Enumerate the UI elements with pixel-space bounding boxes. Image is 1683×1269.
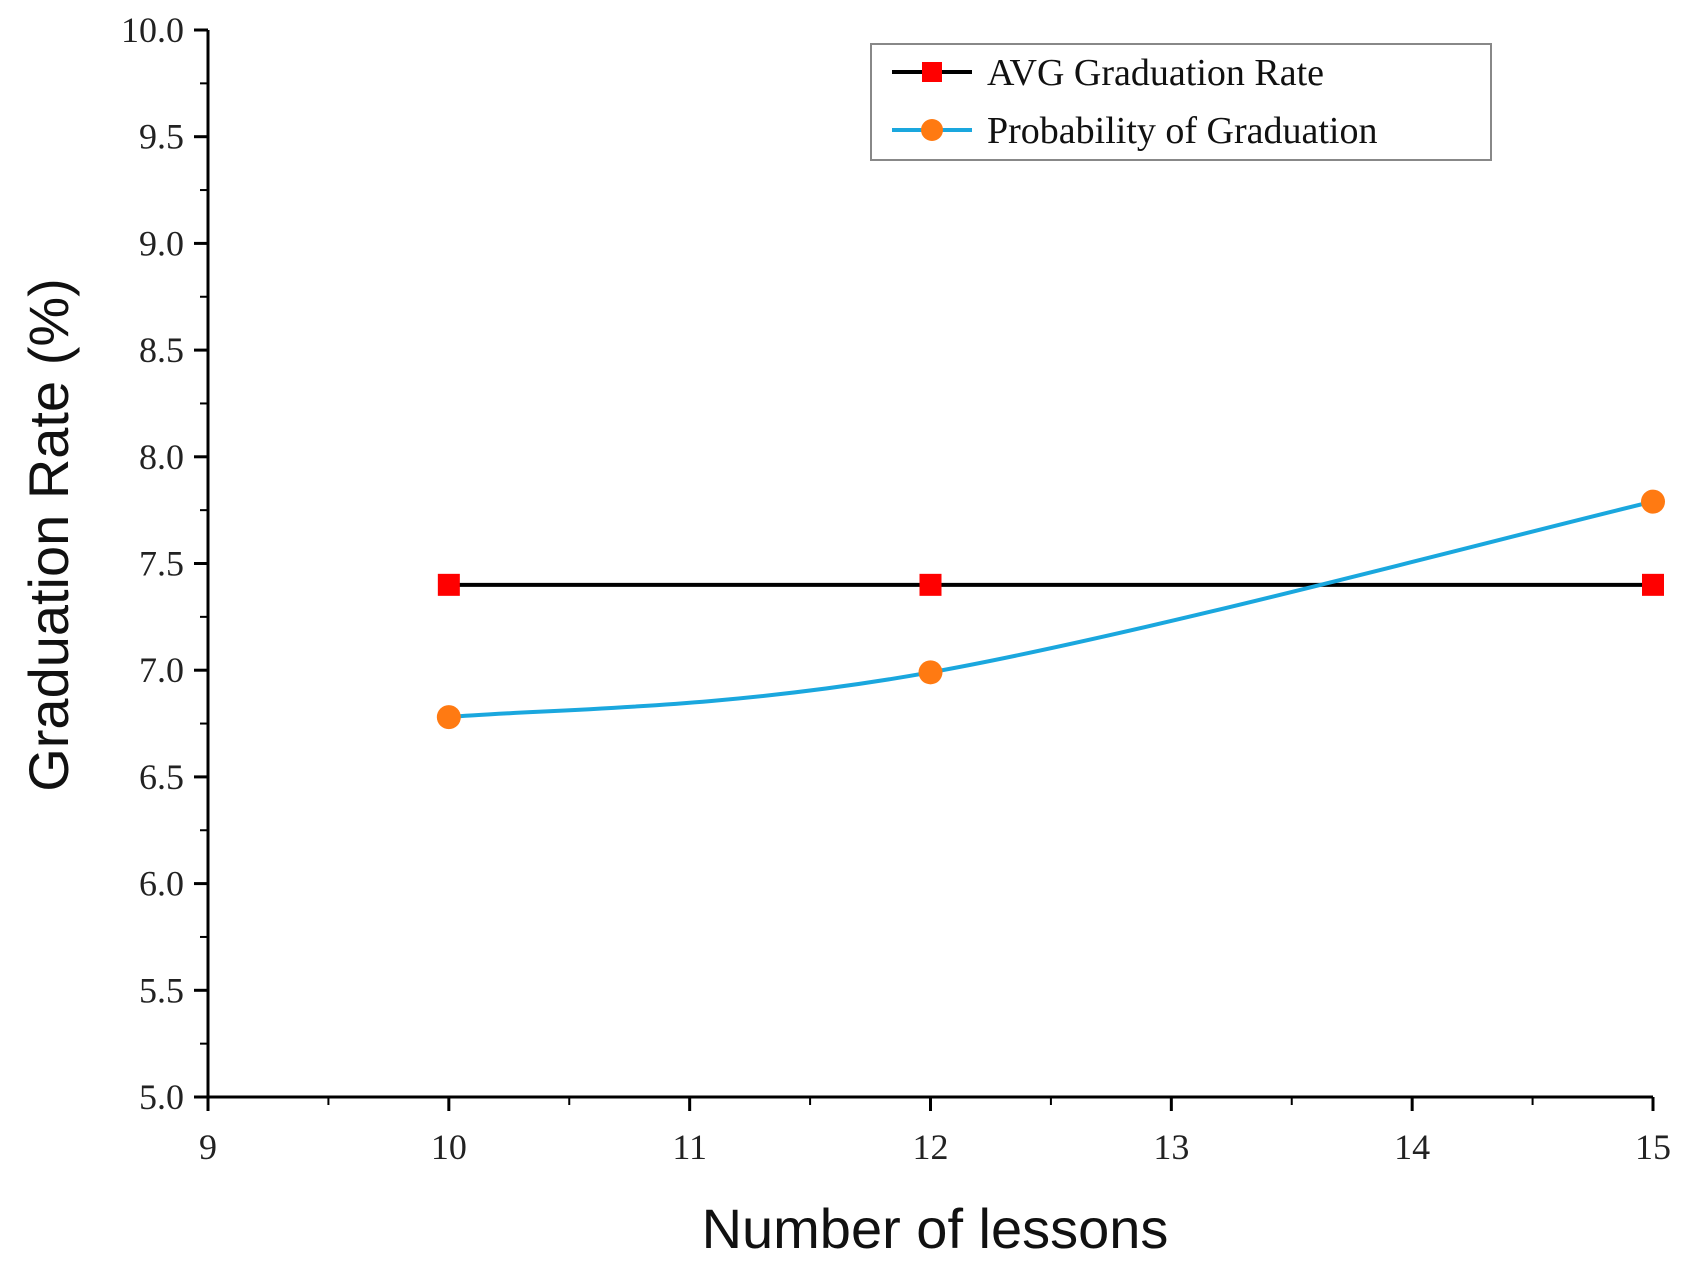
x-tick-label: 12 xyxy=(913,1127,949,1167)
avg-graduation-rate-point xyxy=(1642,573,1664,596)
x-tick-label: 9 xyxy=(199,1127,217,1167)
y-tick-label: 6.0 xyxy=(139,864,184,904)
y-tick-label: 9.0 xyxy=(139,223,184,263)
y-axis-title: Graduation Rate (%) xyxy=(17,278,80,792)
series-layer xyxy=(436,489,1665,730)
legend-label-prob: Probability of Graduation xyxy=(987,110,1377,152)
x-tick-label: 14 xyxy=(1394,1127,1430,1167)
y-tick-label: 5.0 xyxy=(139,1077,184,1117)
series-line-probability-of-graduation xyxy=(448,499,1654,720)
legend-box xyxy=(870,43,1492,161)
x-tick-label: 10 xyxy=(431,1127,467,1167)
legend-marker-square xyxy=(922,62,942,82)
avg-graduation-rate-point xyxy=(919,573,942,596)
probability-of-graduation-point xyxy=(1641,489,1665,514)
y-tick-label: 7.0 xyxy=(139,650,184,690)
y-tick-label: 8.5 xyxy=(139,330,184,370)
y-tick-label: 6.5 xyxy=(139,757,184,797)
y-tick-label: 8.0 xyxy=(139,437,184,477)
probability-of-graduation-point xyxy=(436,705,461,730)
y-tick-label: 7.5 xyxy=(139,544,184,584)
legend-marker-circle xyxy=(921,119,943,141)
legend-label-avg: AVG Graduation Rate xyxy=(987,52,1324,94)
y-tick-label: 10.0 xyxy=(121,10,184,50)
x-axis-title: Number of lessons xyxy=(702,1197,1169,1260)
x-axis-ticks: 9 10 11 12 13 14 15 xyxy=(199,1097,1671,1167)
y-axis-ticks: 5.0 5.5 6.0 6.5 7.0 7.5 8.0 8.5 9.0 9.5 10.0 xyxy=(121,10,208,1117)
probability-of-graduation-point xyxy=(918,660,943,685)
y-tick-label: 9.5 xyxy=(139,117,184,157)
legend: AVG Graduation Rate Probability of Gradu… xyxy=(870,43,1492,161)
x-tick-label: 11 xyxy=(672,1127,707,1167)
avg-graduation-rate-point xyxy=(437,573,460,596)
y-tick-label: 5.5 xyxy=(139,970,184,1010)
x-tick-label: 13 xyxy=(1153,1127,1189,1167)
x-tick-label: 15 xyxy=(1635,1127,1671,1167)
